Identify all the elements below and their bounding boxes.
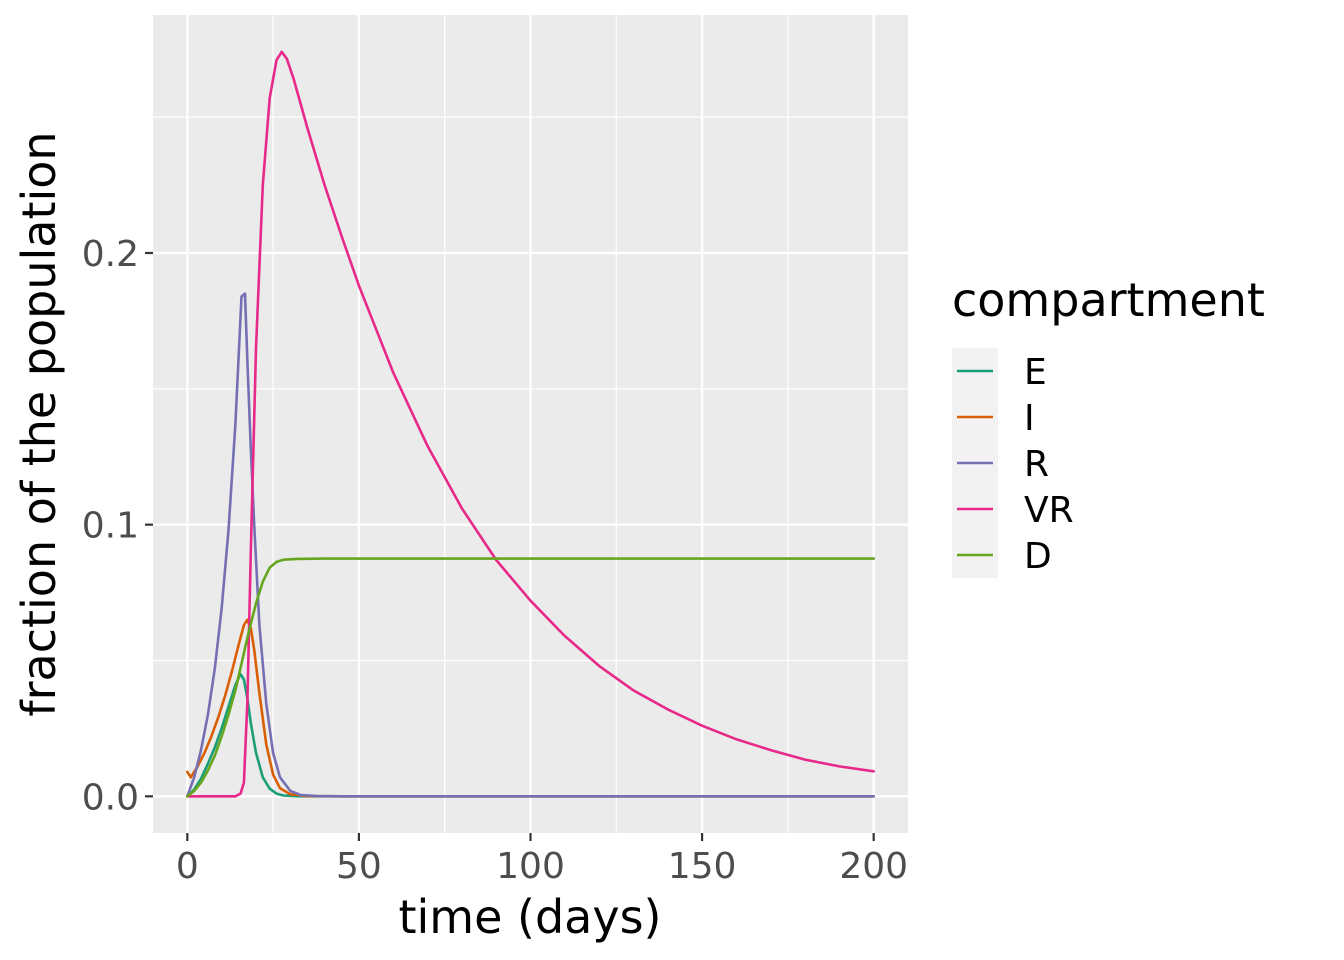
legend-label: E — [1024, 352, 1047, 393]
y-tick-label: 0.0 — [82, 777, 139, 818]
series-line-vr — [186, 50, 875, 798]
series-lines — [186, 50, 875, 798]
series-line-d — [186, 557, 875, 798]
legend-label: I — [1024, 398, 1035, 439]
x-axis-title: time (days) — [398, 890, 661, 944]
grid-major — [153, 15, 908, 833]
x-axis: 0 50 100 150 200 — [176, 833, 908, 887]
x-tick-label: 50 — [336, 846, 382, 887]
x-tick-label: 0 — [176, 846, 199, 887]
x-tick-label: 150 — [668, 846, 737, 887]
legend-label: D — [1024, 536, 1052, 577]
y-tick-label: 0.1 — [82, 506, 139, 547]
x-tick-label: 200 — [839, 846, 908, 887]
legend-title: compartment — [952, 273, 1265, 327]
y-axis-title: fraction of the population — [12, 131, 66, 716]
legend: compartment EIR VR D — [952, 273, 1265, 578]
legend-keys: EIR VR D — [952, 348, 1074, 578]
legend-label: R — [1024, 444, 1049, 485]
x-tick-label: 100 — [496, 846, 565, 887]
y-axis: 0.0 0.1 0.2 — [82, 234, 153, 818]
y-tick-label: 0.2 — [82, 234, 139, 275]
legend-label: VR — [1024, 490, 1074, 531]
